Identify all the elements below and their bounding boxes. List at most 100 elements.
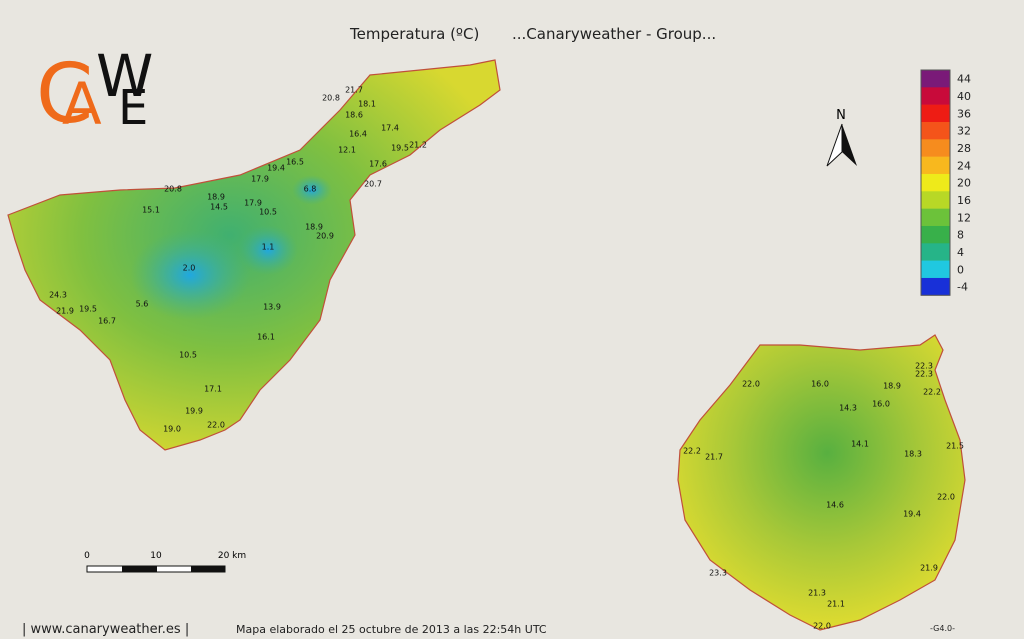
cold-area <box>292 175 332 205</box>
station-temp: 2.0 <box>183 264 196 273</box>
legend-band <box>921 191 950 209</box>
station-temp: 22.0 <box>813 622 831 631</box>
stations: 21.720.818.118.617.416.421.219.512.116.5… <box>49 86 964 631</box>
station-temp: 16.7 <box>98 317 116 326</box>
legend-band <box>921 260 950 279</box>
title: Temperatura (ºC) <box>349 25 479 43</box>
legend-label: 28 <box>957 142 971 155</box>
station-temp: 1.1 <box>262 243 275 252</box>
station-temp: 17.9 <box>251 175 269 184</box>
station-temp: 18.9 <box>883 382 901 391</box>
station-temp: 21.1 <box>827 600 845 609</box>
north-arrow: N <box>826 108 857 167</box>
station-temp: 21.9 <box>56 307 74 316</box>
station-temp: 17.6 <box>369 160 387 169</box>
station-temp: 5.6 <box>136 300 149 309</box>
legend-label: 24 <box>957 159 971 172</box>
legend-band <box>921 156 950 175</box>
station-temp: 18.1 <box>358 100 376 109</box>
station-temp: 22.2 <box>923 388 941 397</box>
legend-label: 44 <box>957 73 971 86</box>
station-temp: 16.1 <box>257 333 275 342</box>
station-temp: 18.9 <box>207 193 225 202</box>
station-temp: 14.1 <box>851 440 869 449</box>
gran-canaria <box>677 334 966 631</box>
station-temp: 21.5 <box>946 442 964 451</box>
logo: C A W E <box>36 42 153 142</box>
scale-label: 20 km <box>218 551 246 561</box>
legend-band <box>921 104 950 123</box>
legend-label: 36 <box>957 107 971 120</box>
logo-letter: W <box>96 42 153 110</box>
station-temp: 21.7 <box>705 453 723 462</box>
legend-band <box>921 243 950 261</box>
station-temp: 13.9 <box>263 303 281 312</box>
station-temp: 10.5 <box>259 208 277 217</box>
station-temp: 17.4 <box>381 124 399 133</box>
scale-label: 10 <box>150 551 162 561</box>
scale-bar: 0 10 20 km <box>84 551 246 573</box>
station-temp: 22.3 <box>915 362 933 371</box>
station-temp: 17.9 <box>244 199 262 208</box>
station-temp: 20.9 <box>316 232 334 241</box>
legend-label: 40 <box>957 90 971 103</box>
legend-label: 32 <box>957 125 971 138</box>
station-temp: 23.3 <box>709 569 727 578</box>
legend-label: 16 <box>957 194 971 207</box>
station-temp: 15.1 <box>142 206 160 215</box>
footer-made: Mapa elaborado el 25 octubre de 2013 a l… <box>236 623 547 636</box>
logo-letter: A <box>62 70 102 138</box>
station-temp: 17.1 <box>204 385 222 394</box>
group: ...Canaryweather - Group... <box>512 25 716 43</box>
station-temp: 14.6 <box>826 501 844 510</box>
station-temp: 14.5 <box>210 203 228 212</box>
station-temp: 19.5 <box>391 144 409 153</box>
station-temp: 21.9 <box>920 564 938 573</box>
station-temp: 20.8 <box>164 185 182 194</box>
station-temp: 12.1 <box>338 146 356 155</box>
legend-label: 4 <box>957 246 964 259</box>
cold-area <box>238 225 298 275</box>
legend-band <box>921 139 950 157</box>
scale-label: 0 <box>84 551 90 561</box>
station-temp: 19.4 <box>903 510 921 519</box>
footer-site: | www.canaryweather.es | <box>22 622 189 637</box>
station-temp: 24.3 <box>49 291 67 300</box>
footer-version: -G4.0- <box>930 624 955 633</box>
station-temp: 22.2 <box>683 447 701 456</box>
legend-label: 8 <box>957 229 964 242</box>
legend-band <box>921 70 950 88</box>
station-temp: 19.5 <box>79 305 97 314</box>
legend-label: 12 <box>957 211 971 224</box>
logo-letter: E <box>118 80 148 136</box>
station-temp: 22.3 <box>915 370 933 379</box>
legend-band <box>921 121 950 140</box>
legend-band <box>921 208 950 227</box>
legend-band <box>921 87 950 105</box>
legend-band <box>921 277 950 296</box>
legend-label: -4 <box>957 281 968 294</box>
station-temp: 16.0 <box>811 380 829 389</box>
station-temp: 10.5 <box>179 351 197 360</box>
station-temp: 22.0 <box>207 421 225 430</box>
station-temp: 16.0 <box>872 400 890 409</box>
station-temp: 20.8 <box>322 94 340 103</box>
legend-label: 0 <box>957 263 964 276</box>
station-temp: 21.2 <box>409 141 427 150</box>
station-temp: 19.4 <box>267 164 285 173</box>
station-temp: 22.0 <box>742 380 760 389</box>
teide-cold <box>130 230 250 320</box>
legend-band <box>921 225 950 244</box>
legend-band <box>921 173 950 192</box>
legend-label: 20 <box>957 177 971 190</box>
station-temp: 14.3 <box>839 404 857 413</box>
station-temp: 18.6 <box>345 111 363 120</box>
station-temp: 16.5 <box>286 158 304 167</box>
station-temp: 20.7 <box>364 180 382 189</box>
station-temp: 16.4 <box>349 130 367 139</box>
station-temp: 19.0 <box>163 425 181 434</box>
north-label: N <box>836 108 846 123</box>
station-temp: 22.0 <box>937 493 955 502</box>
